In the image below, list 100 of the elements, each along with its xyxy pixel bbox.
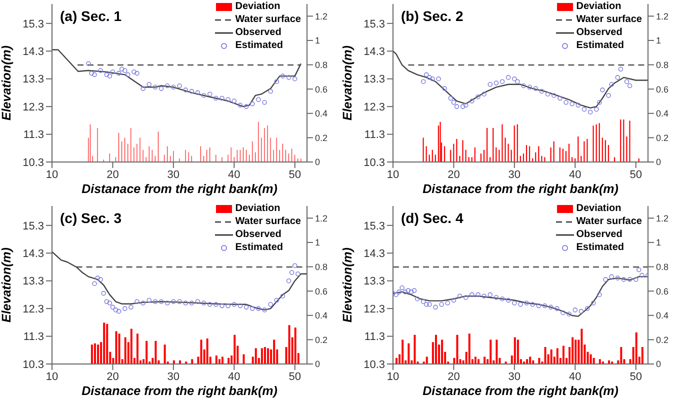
point [256, 97, 261, 102]
point [463, 102, 468, 108]
point [548, 304, 554, 310]
point [524, 300, 529, 306]
bar [267, 348, 270, 364]
point [128, 304, 134, 310]
point [576, 102, 581, 108]
y2-tick-label: 0.2 [315, 132, 328, 143]
bar [474, 356, 476, 364]
y2-tick-label: 0.8 [656, 262, 669, 272]
point [232, 302, 237, 307]
point [633, 277, 638, 282]
bar [206, 338, 208, 364]
bar [215, 355, 218, 364]
bar [124, 337, 126, 364]
bar [490, 340, 492, 364]
point [286, 278, 292, 284]
bar [228, 358, 230, 364]
bar [580, 328, 583, 364]
point [95, 276, 100, 280]
point [92, 72, 97, 78]
point [621, 277, 626, 282]
legend-label: Estimated [235, 242, 284, 253]
legend-label: Observed [576, 27, 622, 38]
point [292, 76, 298, 82]
bar [477, 359, 480, 364]
bar [273, 340, 276, 364]
y2-tick-label: 1 [315, 238, 320, 248]
legend-label: Observed [235, 27, 282, 38]
bar [254, 348, 257, 364]
point [171, 299, 176, 304]
point [396, 290, 402, 294]
point [414, 296, 420, 302]
point [521, 83, 526, 88]
y2-tick-label: 0 [315, 359, 320, 370]
legend-label: Observed [235, 229, 282, 240]
point [494, 80, 499, 86]
point [110, 304, 116, 310]
x-tick-label: 10 [386, 168, 400, 181]
point [152, 299, 158, 304]
point [500, 79, 505, 84]
y-tick-label: 12.3 [22, 303, 44, 316]
point [140, 86, 146, 91]
bar [598, 359, 601, 364]
point [615, 75, 620, 80]
point [295, 272, 300, 276]
point [164, 83, 170, 88]
y-tick-label: 12.3 [364, 101, 385, 114]
point [512, 300, 517, 306]
bar [544, 346, 546, 364]
y-tick-label: 15.3 [22, 220, 44, 232]
point [424, 72, 429, 78]
chart-title: (c) Sec. 3 [60, 210, 122, 226]
point [214, 302, 218, 307]
y2-tick-label: 0 [656, 359, 662, 370]
point [590, 300, 596, 306]
bar [154, 340, 157, 364]
point [214, 96, 218, 101]
point [110, 70, 116, 74]
bar [426, 356, 428, 364]
y2-tick-label: 1.2 [315, 213, 328, 224]
bar [191, 359, 194, 364]
x-axis-title: Distanace from the right bank(m) [82, 384, 278, 398]
y2-tick-label: 0.2 [656, 334, 669, 345]
legend-label: Deviation [576, 203, 622, 214]
y2-tick-label: 0 [315, 157, 320, 168]
point [433, 304, 438, 310]
point [183, 300, 188, 306]
y2-tick-label: 0.4 [315, 310, 328, 321]
point [424, 302, 429, 307]
point [158, 299, 164, 304]
point [92, 281, 97, 286]
y-tick-label: 15.3 [364, 220, 385, 232]
x-tick-label: 10 [46, 370, 58, 383]
y-axis-title: Elevation(m) [0, 45, 14, 121]
bar [468, 334, 470, 364]
point [427, 302, 432, 307]
point [506, 298, 511, 303]
bar [242, 354, 245, 364]
x-tick-label: 30 [508, 168, 521, 181]
y-tick-label: 14.3 [364, 46, 385, 58]
point [125, 72, 130, 78]
x-axis-title: Distanace from the right bank(m) [82, 182, 278, 196]
x-tick-label: 50 [288, 168, 301, 181]
bar [456, 334, 458, 364]
point [609, 82, 614, 87]
x-axis-title: Distanace from the right bank(m) [422, 182, 618, 196]
y-tick-label: 12.3 [364, 303, 385, 316]
y2-tick-label: 0 [656, 157, 662, 168]
point [177, 83, 182, 88]
point [232, 98, 237, 104]
legend-label: Observed [576, 229, 622, 240]
point [280, 74, 286, 78]
point [116, 70, 122, 76]
point [572, 308, 578, 312]
point [627, 277, 632, 282]
y-tick-label: 13.3 [22, 74, 44, 86]
bar [115, 331, 118, 364]
legend-label: Water surface [576, 216, 642, 227]
y-tick-label: 13.3 [364, 74, 385, 86]
